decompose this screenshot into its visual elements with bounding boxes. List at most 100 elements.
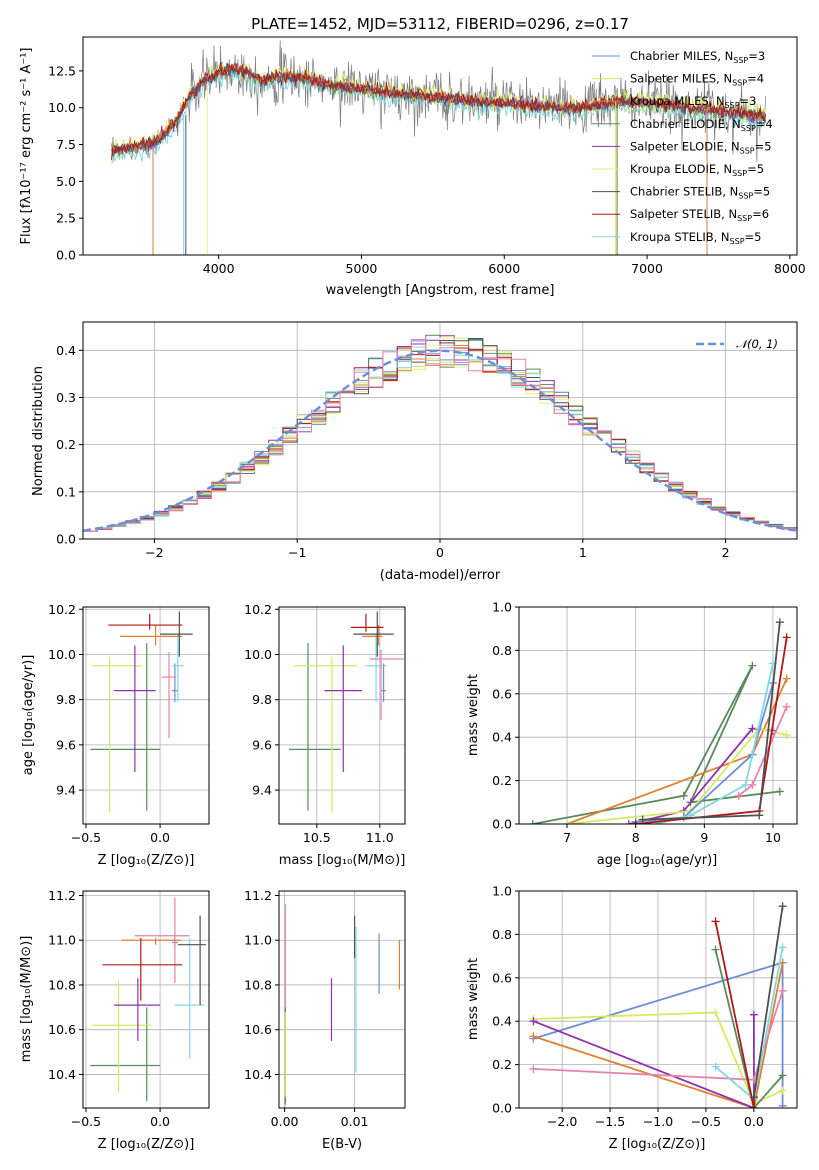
plot-area — [90, 897, 207, 1102]
legend-entry: Chabrier MILES, NSSP=3 — [630, 49, 765, 65]
mass-vs-z-panel: Z [log₁₀(Z/Z⊙)] mass [log₁₀(M/M⊙)] −0.5 0… — [19, 888, 210, 1152]
massweight-marker — [711, 945, 720, 954]
y-tick-label: 0.2 — [56, 437, 76, 452]
plot-area — [528, 618, 791, 824]
x-tick-label: −2.0 — [547, 1114, 577, 1129]
axes: −2 −1 0 1 2 0.0 0.1 0.2 0.3 0.4 — [56, 321, 798, 560]
y-tick-label: 10.2 — [48, 602, 76, 617]
massweight-marker — [778, 1101, 787, 1108]
axes: 0.00 0.01 10.4 10.6 10.8 11.0 11.2 — [244, 888, 406, 1129]
legend-label: Chabrier MILES, N — [630, 49, 733, 63]
x-tick-label: −0.5 — [71, 1114, 101, 1129]
x-tick-label: 5000 — [346, 261, 378, 276]
model-spectrum-line — [111, 62, 766, 155]
massweight-marker — [748, 780, 757, 789]
y-tick-label: 10.4 — [48, 1067, 76, 1082]
axes-frame — [278, 890, 406, 1109]
legend-subscript: SSP — [741, 124, 756, 133]
y-tick-label: 9.6 — [252, 737, 272, 752]
massweight-vs-z-ylabel: mass weight — [466, 958, 481, 1040]
legend-entry: Salpeter ELODIE, NSSP=5 — [630, 139, 772, 155]
x-tick-label: −0.5 — [691, 1114, 721, 1129]
legend-subscript: SSP — [738, 192, 753, 201]
x-tick-label: 8000 — [774, 261, 806, 276]
y-tick-label: 0.8 — [492, 927, 512, 942]
residual-ylabel: Normed distribution — [31, 366, 46, 496]
x-tick-label: 4000 — [203, 261, 235, 276]
massweight-line — [714, 949, 784, 1108]
massweight-marker — [711, 1062, 720, 1071]
grid — [279, 891, 405, 1108]
massweight-marker — [749, 1093, 758, 1102]
y-tick-label: 0.4 — [492, 1014, 512, 1029]
massweight-marker — [734, 791, 743, 800]
massweight-vs-age-panel: age [log₁₀(age/yr)] mass weight 7 8 9 10 0.0… — [466, 600, 798, 868]
legend-label: Salpeter STELIB, N — [630, 207, 737, 221]
legend-label: Salpeter MILES, N — [630, 72, 732, 86]
y-tick-label: 9.4 — [56, 783, 76, 798]
y-tick-label: 9.8 — [252, 692, 272, 707]
legend-value: =4 — [747, 72, 764, 86]
axes-frame — [518, 606, 798, 825]
age-vs-z-ylabel: age [log₁₀(age/yr)] — [21, 655, 36, 776]
residual-panel: (data-model)/error Normed distribution −… — [31, 321, 798, 583]
legend-value: =5 — [747, 162, 764, 176]
massweight-marker — [778, 943, 787, 952]
y-tick-label: 0.0 — [492, 1101, 512, 1116]
plot-area — [284, 904, 400, 1106]
axes-frame — [82, 606, 210, 825]
y-tick-label: 5.0 — [56, 174, 76, 189]
observed-spectrum-line — [111, 40, 766, 163]
massweight-marker — [528, 820, 537, 824]
legend-value: =3 — [740, 94, 757, 108]
massweight-line — [533, 1014, 755, 1108]
x-tick-label: 9 — [700, 830, 708, 845]
y-tick-label: 0.2 — [492, 1057, 512, 1072]
y-tick-label: 11.2 — [244, 888, 272, 903]
grid — [83, 607, 209, 824]
x-tick-label: 8 — [632, 830, 640, 845]
massweight-marker — [624, 820, 633, 824]
legend-entry: Chabrier ELODIE, NSSP=4 — [630, 117, 773, 133]
massweight-marker — [741, 780, 750, 789]
legend-label: Chabrier ELODIE, N — [630, 117, 741, 131]
legend-entry: Kroupa MILES, NSSP=3 — [630, 94, 756, 110]
legend-value: =5 — [755, 139, 772, 153]
y-tick-label: 10.0 — [48, 100, 76, 115]
age-vs-z-xlabel: Z [log₁₀(Z/Z⊙)] — [98, 853, 195, 868]
y-tick-label: 10.2 — [244, 602, 272, 617]
y-tick-label: 10.8 — [48, 977, 76, 992]
y-tick-label: 0.4 — [492, 730, 512, 745]
spectrum-xlabel: wavelength [Angstrom, rest frame] — [326, 283, 555, 298]
y-tick-label: 0.4 — [56, 343, 76, 358]
plot-area — [289, 611, 404, 813]
legend-label: Salpeter ELODIE, N — [630, 139, 740, 153]
legend-label: Kroupa MILES, N — [630, 94, 725, 108]
axes: 4000 5000 6000 7000 8000 0.0 2.5 5.0 7.5 10.0 12.5 — [48, 36, 806, 276]
y-tick-label: 10.0 — [48, 647, 76, 662]
axes: −0.5 0.0 10.4 10.6 10.8 11.0 11.2 — [48, 888, 210, 1129]
y-tick-label: 12.5 — [48, 63, 76, 78]
x-tick-label: 0.0 — [744, 1114, 764, 1129]
legend-value: =5 — [753, 185, 770, 199]
y-tick-label: 11.2 — [48, 888, 76, 903]
y-tick-label: 9.6 — [56, 737, 76, 752]
massweight-marker — [775, 787, 784, 796]
grid — [279, 607, 405, 824]
axes-frame — [82, 890, 210, 1109]
massweight-marker — [782, 674, 791, 683]
x-tick-label: 6000 — [488, 261, 520, 276]
y-tick-label: 0.0 — [56, 532, 76, 547]
legend-subscript: SSP — [732, 169, 747, 178]
x-tick-label: −1 — [288, 545, 306, 560]
plot-area — [529, 902, 787, 1108]
y-tick-label: 0.6 — [492, 970, 512, 985]
x-tick-label: 0.01 — [341, 1114, 369, 1129]
x-tick-label: −1.5 — [595, 1114, 625, 1129]
x-tick-label: 7 — [563, 830, 571, 845]
massweight-marker — [778, 1086, 787, 1095]
x-tick-label: 0.0 — [150, 1114, 170, 1129]
massweight-line — [566, 727, 787, 824]
x-tick-label: 2 — [722, 545, 730, 560]
